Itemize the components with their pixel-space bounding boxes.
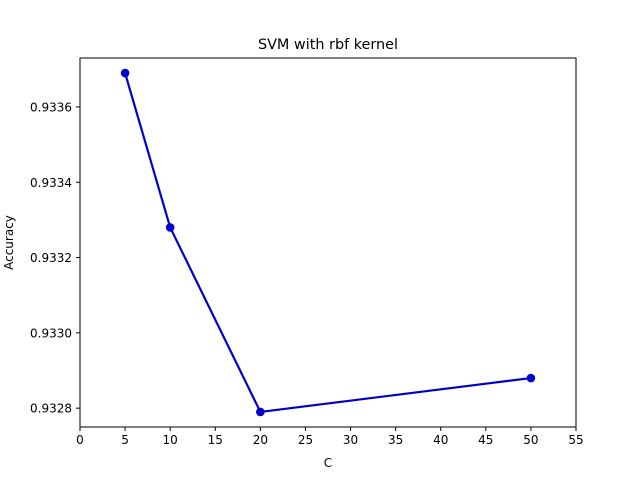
chart-title: SVM with rbf kernel [258,37,398,53]
y-tick-label: 0.9336 [30,100,72,114]
y-tick-label: 0.9328 [30,402,72,416]
y-axis-label: Accuracy [2,215,16,270]
x-tick-label: 15 [208,433,223,447]
data-point [256,407,265,417]
series-layer [120,68,536,417]
y-tick-label: 0.9330 [30,326,72,340]
x-tick-label: 20 [253,433,268,447]
x-tick-label: 25 [298,433,313,447]
plot-frame [79,57,577,428]
data-point [165,223,175,232]
x-tick-label: 50 [523,433,538,447]
x-tick-label: 30 [343,433,358,447]
y-axis-ticks: 0.9328 0.9330 0.9332 0.9334 0.9336 [30,100,80,416]
x-tick-label: 40 [433,433,448,447]
y-tick-label: 0.9332 [30,251,72,265]
x-tick-label: 45 [478,433,493,447]
data-point [120,68,130,78]
x-tick-label: 5 [121,433,129,447]
x-axis-ticks: 0 5 10 15 20 25 30 35 40 45 50 55 [76,427,584,447]
series-line [124,72,532,414]
x-tick-label: 10 [163,433,178,447]
y-tick-label: 0.9334 [30,176,72,190]
plot-area [80,58,576,427]
x-tick-label: 35 [388,433,403,447]
x-tick-label: 55 [568,433,583,447]
x-tick-label: 0 [76,433,84,447]
x-axis-label: C [324,456,332,470]
data-point [526,373,536,383]
